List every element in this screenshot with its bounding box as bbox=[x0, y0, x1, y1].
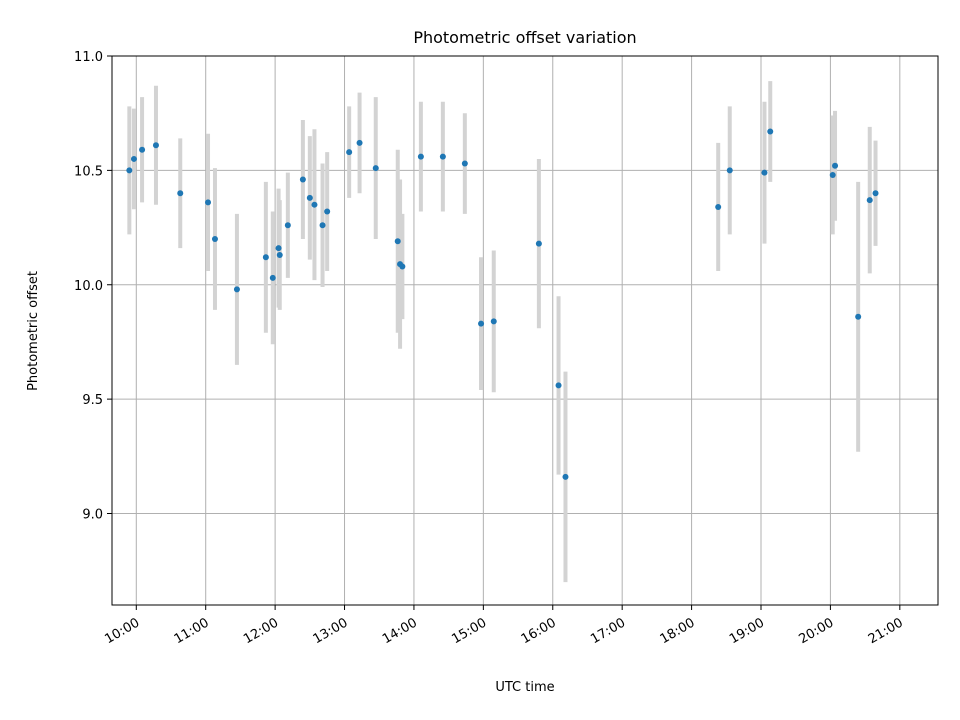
data-point bbox=[346, 149, 353, 156]
data-point bbox=[399, 263, 406, 270]
data-point bbox=[299, 176, 306, 183]
data-point bbox=[394, 238, 401, 245]
data-point bbox=[829, 171, 836, 178]
x-axis-label: UTC time bbox=[495, 680, 554, 695]
data-point bbox=[535, 240, 542, 247]
data-point bbox=[205, 199, 212, 206]
y-tick-label: 9.5 bbox=[82, 393, 103, 408]
data-point bbox=[324, 208, 331, 215]
data-point bbox=[832, 162, 839, 169]
data-point bbox=[211, 236, 218, 242]
data-point bbox=[177, 190, 184, 197]
data-point bbox=[767, 128, 774, 135]
data-point bbox=[461, 160, 468, 167]
data-point bbox=[311, 201, 318, 208]
y-tick-label: 10.0 bbox=[74, 279, 103, 294]
data-point bbox=[715, 203, 722, 210]
data-point bbox=[372, 165, 379, 172]
data-point bbox=[306, 194, 313, 201]
data-point bbox=[275, 245, 282, 252]
data-point bbox=[233, 286, 240, 293]
data-point bbox=[356, 139, 363, 146]
plot-frame bbox=[111, 55, 939, 606]
data-point bbox=[126, 167, 133, 174]
data-point bbox=[490, 318, 497, 325]
data-point bbox=[139, 146, 146, 153]
data-point bbox=[319, 222, 326, 229]
y-axis: 9.0 9.5 10.0 10.5 11.0 bbox=[74, 50, 112, 523]
chart-title: Photometric offset variation bbox=[413, 28, 636, 47]
data-point bbox=[872, 190, 879, 197]
data-points bbox=[126, 128, 879, 480]
data-point bbox=[439, 153, 446, 160]
y-axis-label: Photometric offset bbox=[26, 271, 41, 391]
data-point bbox=[761, 169, 768, 176]
data-point bbox=[269, 274, 276, 281]
data-point bbox=[478, 320, 485, 327]
data-point bbox=[555, 382, 562, 389]
y-tick-label: 10.5 bbox=[74, 164, 103, 179]
data-point bbox=[152, 142, 159, 149]
data-point bbox=[866, 197, 873, 204]
grid bbox=[112, 55, 938, 605]
data-point bbox=[276, 252, 283, 259]
data-point bbox=[417, 153, 424, 160]
y-tick-label: 11.0 bbox=[74, 50, 103, 65]
y-tick-label: 9.0 bbox=[82, 508, 103, 523]
data-point bbox=[130, 155, 137, 162]
data-point bbox=[726, 167, 733, 174]
data-point bbox=[262, 254, 269, 261]
data-point bbox=[562, 473, 569, 480]
data-point bbox=[855, 313, 862, 320]
data-point bbox=[284, 222, 291, 229]
